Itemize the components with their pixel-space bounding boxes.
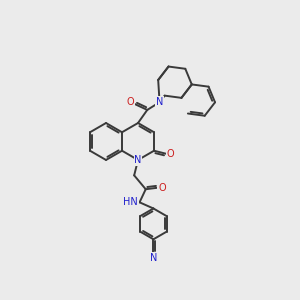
Text: N: N bbox=[156, 97, 163, 107]
Text: HN: HN bbox=[123, 196, 138, 206]
Text: O: O bbox=[127, 97, 134, 107]
Text: N: N bbox=[150, 253, 157, 263]
Text: N: N bbox=[134, 155, 142, 165]
Text: O: O bbox=[158, 183, 166, 193]
Text: O: O bbox=[167, 149, 174, 159]
